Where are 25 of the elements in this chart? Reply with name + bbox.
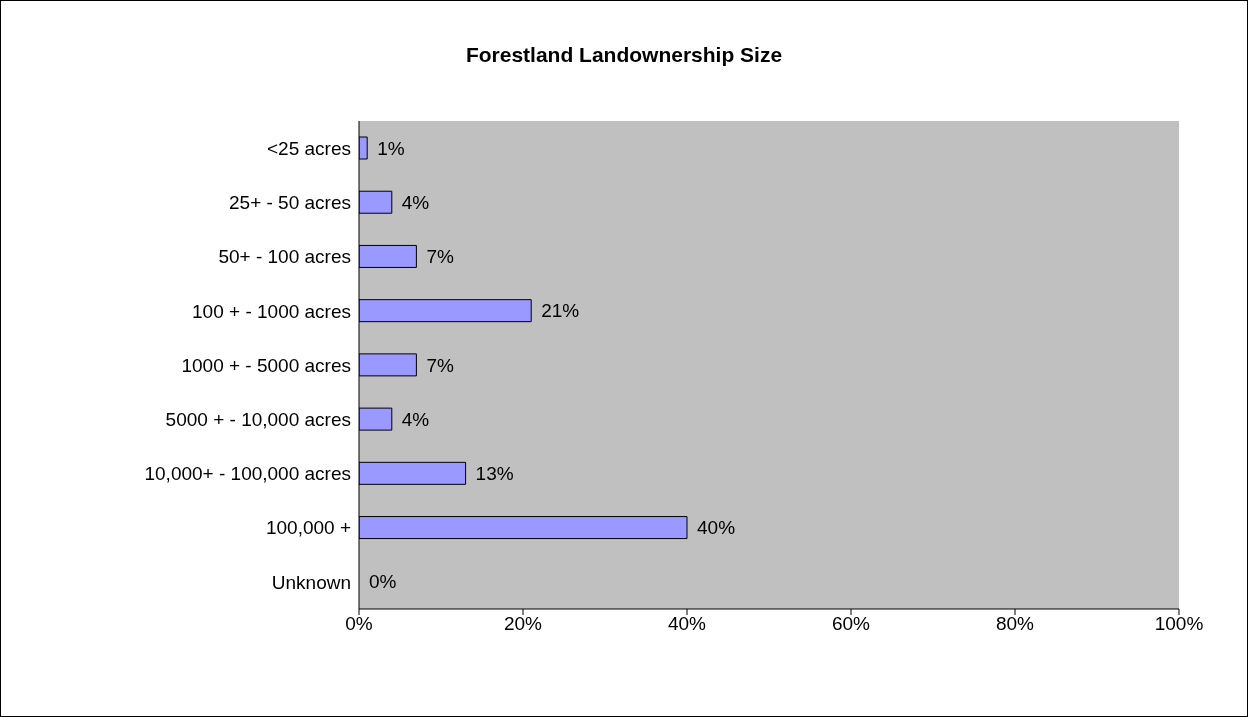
x-tick-label: 20%: [503, 613, 543, 635]
x-tick-label: 100%: [1154, 613, 1204, 635]
y-tick-label: 10,000+ - 100,000 acres: [144, 463, 351, 485]
chart-title: Forestland Landownership Size: [464, 43, 784, 67]
y-tick-label: 25+ - 50 acres: [229, 192, 351, 214]
y-tick-label: 1000 + - 5000 acres: [181, 354, 351, 376]
x-tick-label: 80%: [995, 613, 1035, 635]
x-tick-label: 40%: [667, 613, 707, 635]
x-tick-label: 0%: [345, 613, 373, 635]
y-tick-label: 5000 + - 10,000 acres: [165, 408, 351, 430]
y-tick-label: Unknown: [271, 571, 351, 593]
data-label: 7%: [426, 354, 454, 376]
y-tick-label: 100 + - 1000 acres: [192, 300, 351, 322]
data-label: 1%: [377, 137, 405, 159]
x-tick-label: 60%: [831, 613, 871, 635]
data-label: 7%: [426, 246, 454, 268]
y-tick-label: 100,000 +: [265, 517, 351, 539]
data-label: 40%: [697, 517, 736, 539]
data-label: 0%: [369, 571, 397, 593]
y-tick-label: 50+ - 100 acres: [218, 246, 351, 268]
data-label: 4%: [401, 408, 430, 430]
data-label: 4%: [401, 191, 430, 213]
data-label: 21%: [541, 300, 580, 322]
y-tick-label: <25 acres: [267, 137, 351, 159]
data-label: 13%: [475, 462, 514, 484]
